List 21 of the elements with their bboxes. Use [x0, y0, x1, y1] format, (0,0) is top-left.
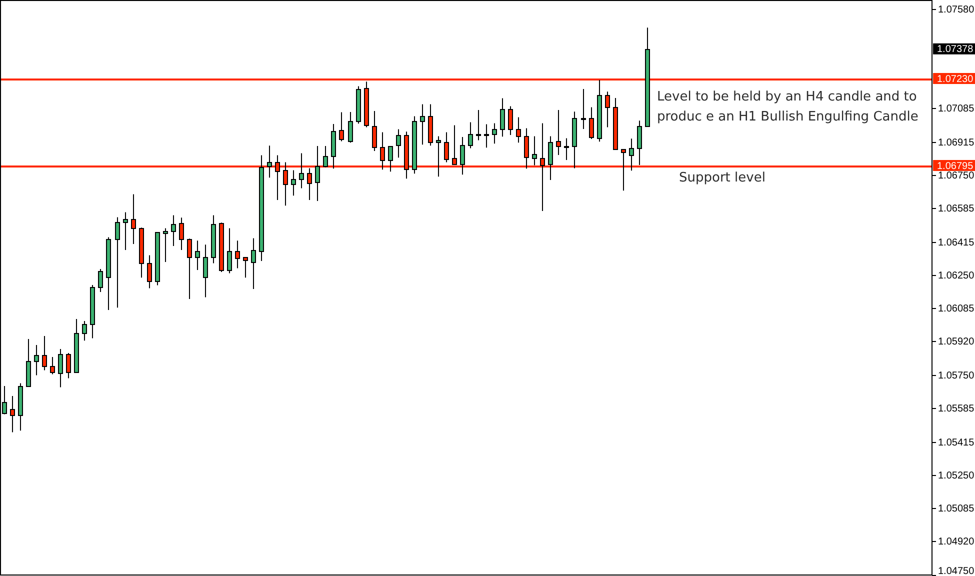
y-tick-label: 1.05920 [938, 336, 975, 348]
y-tick-label: 1.07580 [938, 4, 975, 16]
y-tick-label: 1.06915 [938, 137, 975, 148]
y-tick-label: 1.06250 [938, 270, 975, 282]
ref-line-label: 1.06795 [937, 160, 974, 172]
y-tick-label: 1.04920 [938, 536, 975, 548]
text: 1.07378 [937, 44, 974, 56]
y-tick-label: 1.05585 [938, 403, 975, 414]
y-tick-label: 1.05250 [938, 470, 975, 482]
y-tick-label: 1.04750 [938, 566, 975, 576]
y-tick-label: 1.06750 [938, 170, 975, 182]
y-tick-label: 1.05750 [938, 370, 975, 382]
ref-line-label: 1.07230 [937, 74, 974, 85]
y-tick-label: 1.06585 [938, 203, 975, 214]
y-tick-label: 1.06415 [938, 237, 975, 248]
y-tick-label: 1.05085 [938, 503, 975, 514]
annotation: Support level [679, 170, 766, 186]
y-tick-label: 1.07085 [938, 103, 975, 114]
y-tick-label: 1.05415 [938, 437, 975, 448]
y-tick-label: 1.06085 [938, 303, 975, 314]
annotation: Level to be held by an H4 candle and to produc e an H1 Bullish Engulfing Candle [657, 89, 918, 124]
